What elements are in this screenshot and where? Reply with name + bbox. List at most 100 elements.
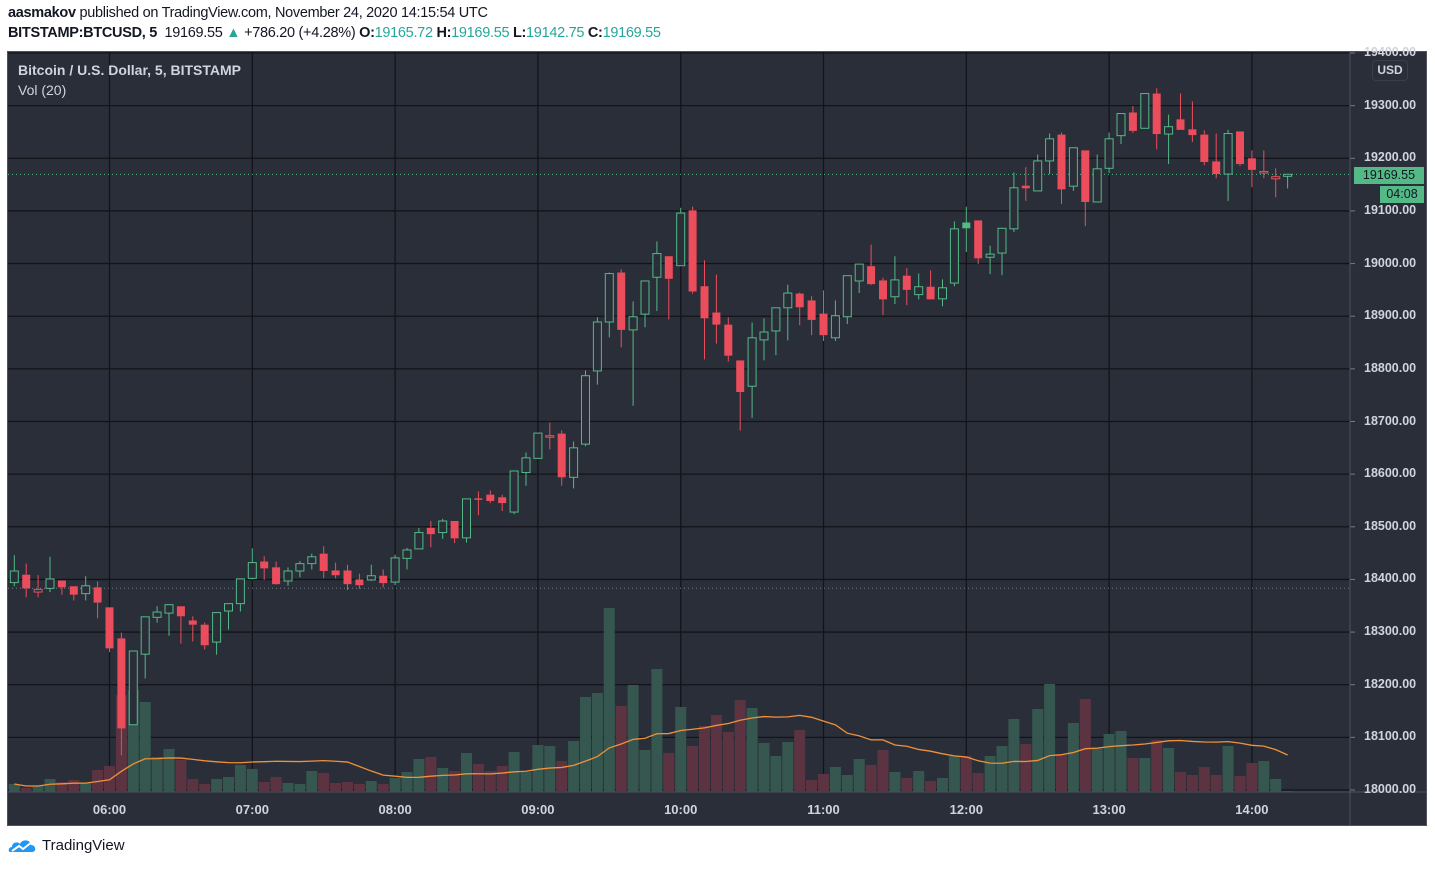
low-value: 19142.75 [526,25,585,41]
volume-bar [282,783,294,792]
volume-bar [139,702,151,792]
symbol: BITSTAMP:BTCUSD, 5 [8,25,157,41]
time-tick-label: 07:00 [235,802,269,817]
candle-body [879,280,887,300]
time-tick-label: 14:00 [1235,802,1269,817]
candle-body [247,562,257,579]
candle-body [867,266,876,285]
volume-bar [818,774,829,792]
plot-area[interactable] [8,88,1350,792]
price-tick-label: 19200.00 [1364,150,1417,165]
candle-body [1128,112,1137,131]
candle-body [1068,147,1078,187]
candle-body [1176,119,1185,130]
candle-body [164,604,174,614]
candle-body [93,587,102,603]
volume-bar [365,781,377,792]
time-tick-label: 13:00 [1092,802,1126,817]
volume-bar [1222,746,1234,792]
volume-bar [794,730,806,792]
candle-body [426,527,435,535]
volume-bar [829,767,841,792]
candle-body [509,470,519,513]
candle-body [450,520,459,539]
candle-body [1092,168,1102,203]
volume-bar [80,783,92,792]
price-tick-label: 18400.00 [1364,571,1417,586]
candle-body [1081,150,1090,202]
candle-body [1140,93,1150,129]
candle-body [45,578,55,589]
candle-body [474,498,483,500]
candle-body [759,331,769,341]
candle-body [283,570,293,582]
volume-bar [532,745,544,792]
volume-bar [20,788,32,792]
candle-body [260,561,269,569]
candle-body [664,256,673,279]
volume-ma-line [14,714,1288,787]
candle-body [69,586,78,595]
candle-body [57,580,66,588]
volume-bar [1186,775,1198,792]
volume-bar [925,781,937,792]
volume-bar [1139,758,1151,792]
time-tick-label: 09:00 [521,802,555,817]
volume-bar [699,726,710,792]
candle-body [212,612,222,643]
time-tick-label: 11:00 [807,802,840,817]
candle-body [724,324,733,356]
volume-bar [1091,749,1103,792]
volume-bar [437,768,449,792]
time-tick-label: 06:00 [92,802,127,817]
volume-bar [960,756,972,792]
volume-bar [877,750,889,792]
volume-bar [770,756,782,792]
candle-body [152,611,162,618]
candle-body [1057,134,1066,190]
price-tick-label: 19300.00 [1364,97,1417,112]
volume-bar [687,746,699,792]
candle-body [1164,126,1174,135]
volume-bar [972,773,984,792]
volume-bar [151,757,163,792]
candle-body [81,585,91,595]
candle-body [224,603,233,612]
high-value: 19169.55 [451,25,510,41]
volume-bar [401,772,413,792]
candle-body [1116,113,1126,137]
author-name[interactable]: aasmakov [8,5,76,21]
candle-body [235,578,245,605]
high-label: H: [436,25,452,41]
volume-bar [984,756,996,792]
candle-body [700,286,709,319]
volume-bar [1175,772,1186,792]
candle-body [366,575,376,581]
volume-bar [1127,758,1139,792]
candle-body [176,606,185,617]
chart-panel[interactable] [7,51,1427,826]
volume-bar [258,782,270,792]
volume-bar [1079,699,1091,792]
volume-bar [901,778,913,792]
volume-bar [853,759,865,792]
price-tick-label: 18300.00 [1364,624,1417,639]
volume-bar [68,780,80,792]
candle-body [902,275,911,290]
candle-body [140,616,150,655]
candle-body [105,607,114,649]
price-tick-label: 18600.00 [1364,466,1417,481]
candle-body [533,432,543,459]
candle-body [557,433,566,478]
tradingview-logo[interactable]: TradingView [8,836,125,854]
volume-bar [1103,734,1115,792]
candle-body [295,563,305,572]
currency-button[interactable]: USD [1372,60,1408,81]
volume-bar [484,771,496,792]
volume-bar [223,777,234,792]
volume-bar [580,697,591,792]
volume-bar [461,753,472,792]
candle-body [617,272,626,330]
candle-body [379,575,388,584]
